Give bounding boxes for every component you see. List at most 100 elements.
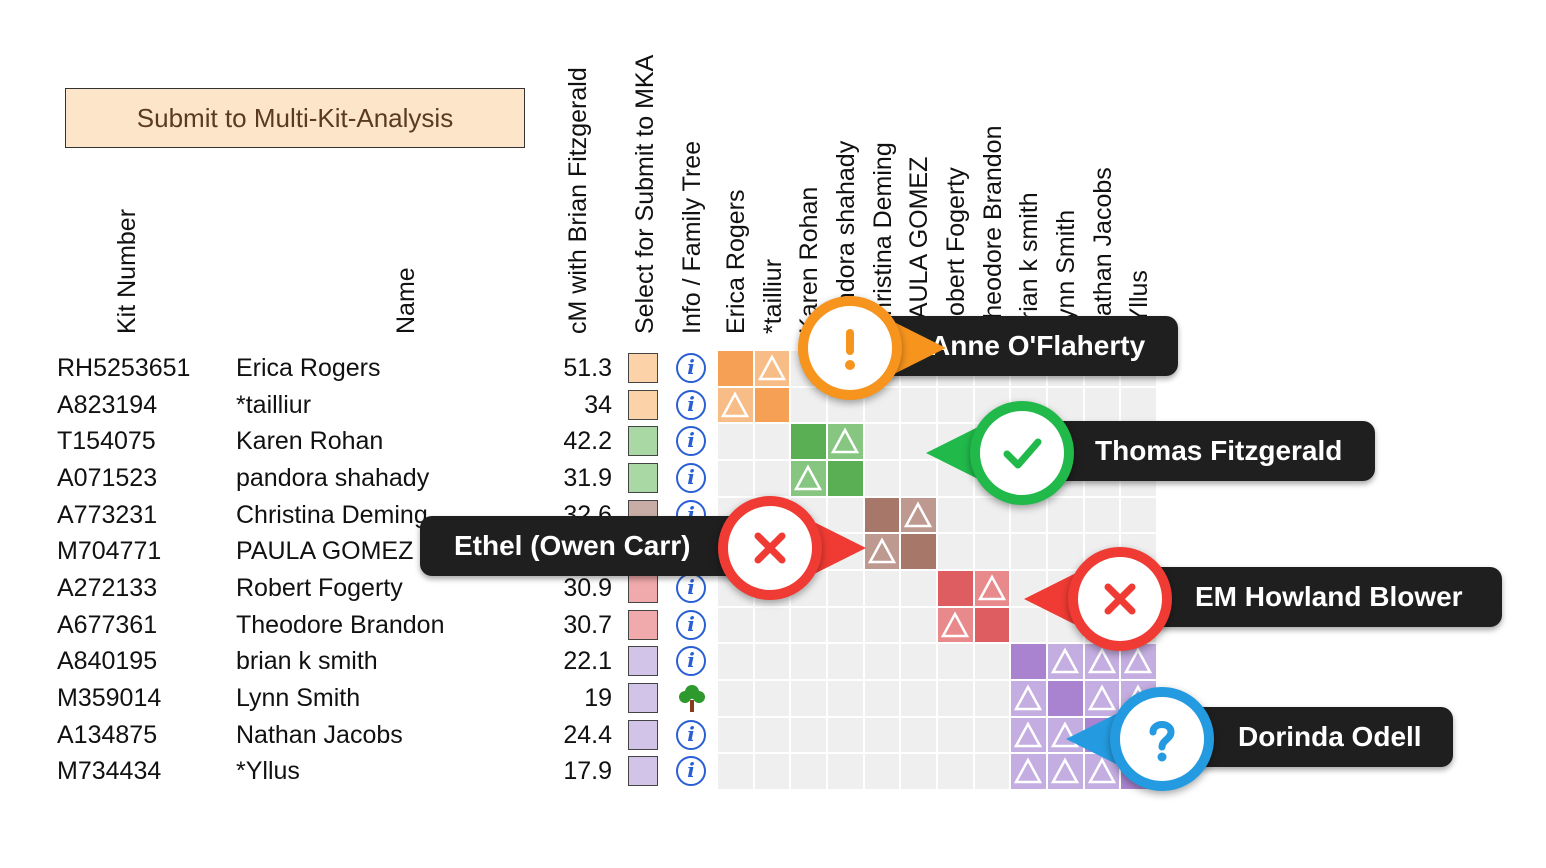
family-tree-icon[interactable] [676, 682, 708, 714]
matrix-cell [1010, 533, 1048, 570]
matrix-cell [717, 386, 754, 424]
matrix-cell [753, 643, 791, 681]
matrix-cell [790, 460, 827, 497]
info-icon[interactable]: i [676, 646, 706, 677]
header-kit-number: Kit Number [113, 208, 141, 334]
info-icon[interactable]: i [676, 463, 706, 493]
select-checkbox[interactable] [628, 646, 658, 677]
matrix-cell [1010, 716, 1048, 754]
matrix-cell [753, 606, 791, 644]
info-icon[interactable]: i [676, 573, 706, 604]
cm-value: 31.9 [563, 464, 612, 492]
matrix-cell [863, 716, 901, 754]
cm-value: 17.9 [563, 757, 612, 786]
cm-value: 51.3 [563, 354, 612, 382]
cm-value: 30.9 [563, 574, 612, 603]
info-icon[interactable]: i [676, 719, 706, 750]
info-icon[interactable]: i [676, 389, 706, 420]
select-checkbox[interactable] [628, 426, 658, 457]
matrix-cell [863, 496, 901, 534]
match-name: *Yllus [236, 757, 300, 786]
info-icon[interactable]: i [676, 353, 706, 383]
matrix-cell [937, 606, 974, 644]
matrix-cell [863, 606, 901, 644]
matrix-cell [900, 753, 937, 791]
match-name: Erica Rogers [236, 354, 381, 382]
matrix-cell [827, 423, 864, 460]
match-name: PAULA GOMEZ [236, 537, 414, 566]
select-checkbox[interactable] [628, 683, 658, 714]
matrix-cell [863, 423, 901, 460]
info-icon[interactable]: i [676, 426, 706, 457]
callout-pointer [894, 322, 946, 374]
matrix-cell [937, 643, 974, 681]
kit-number: A823194 [57, 390, 158, 419]
callout-name: Anne O'Flaherty [930, 330, 1146, 361]
select-checkbox[interactable] [628, 719, 658, 750]
callout-pointer [1066, 713, 1118, 765]
matrix-cell [937, 753, 974, 791]
match-name: Christina Deming [236, 500, 428, 529]
matrix-cell [827, 716, 864, 754]
matrix-cell [717, 423, 754, 460]
matrix-cell [973, 606, 1011, 644]
matrix-cell [863, 533, 901, 570]
callout-pill: EM Howland Blower [1110, 567, 1502, 627]
matrix-cell [717, 680, 754, 717]
match-name: Robert Fogerty [236, 574, 403, 603]
matrix-cell [827, 643, 864, 681]
matrix-cell [717, 350, 754, 387]
match-name: Theodore Brandon [236, 610, 445, 639]
matrix-cell [790, 716, 827, 754]
matrix-cell [900, 386, 937, 424]
select-checkbox[interactable] [628, 609, 658, 640]
matrix-cell [937, 386, 974, 424]
callout-name: Dorinda Odell [1238, 721, 1422, 752]
matrix-cell [790, 643, 827, 681]
info-icon[interactable]: i [676, 609, 706, 640]
submit-to-mka-button[interactable]: Submit to Multi-Kit-Analysis [65, 88, 525, 148]
matrix-cell [717, 460, 754, 497]
select-checkbox[interactable] [628, 756, 658, 787]
matrix-cell [973, 643, 1011, 681]
match-name: Lynn Smith [236, 684, 361, 713]
matrix-cell [973, 753, 1011, 791]
match-name: pandora shahady [236, 464, 430, 492]
kit-number: A840195 [57, 647, 158, 676]
question-icon [1110, 687, 1214, 791]
matrix-cell [973, 533, 1011, 570]
matrix-cell [1120, 386, 1158, 424]
header-name: Name [392, 267, 420, 334]
matrix-cell [937, 570, 974, 607]
kit-number: M734434 [57, 757, 162, 786]
match-name: brian k smith [236, 647, 378, 676]
kit-number: A272133 [57, 574, 158, 603]
header-select: Select for Submit to MKA [631, 54, 659, 334]
match-name: Nathan Jacobs [236, 720, 403, 749]
matrix-cell [900, 716, 937, 754]
cm-value: 19 [584, 684, 612, 713]
select-checkbox[interactable] [628, 353, 658, 383]
info-icon[interactable]: i [676, 756, 706, 787]
matrix-cell [827, 570, 864, 607]
header-info: Info / Family Tree [678, 140, 706, 334]
matrix-cell [1010, 643, 1048, 681]
matrix-cell [863, 643, 901, 681]
matrix-cell [753, 423, 791, 460]
matrix-cell [1010, 753, 1048, 791]
callout-pill: Ethel (Owen Carr) [420, 516, 760, 576]
matrix-cell [937, 496, 974, 534]
matrix-cell [863, 680, 901, 717]
matrix-cell [790, 753, 827, 791]
select-checkbox[interactable] [628, 389, 658, 420]
checkmark-icon [970, 401, 1074, 505]
select-checkbox[interactable] [628, 573, 658, 604]
kit-number: T154075 [57, 427, 156, 456]
select-checkbox[interactable] [628, 463, 658, 493]
matrix-cell [790, 423, 827, 460]
kit-number: M359014 [57, 684, 162, 713]
kit-number: M704771 [57, 537, 162, 566]
matrix-cell [900, 643, 937, 681]
matrix-cell [973, 680, 1011, 717]
callout-pill: Thomas Fitzgerald [1010, 421, 1375, 481]
